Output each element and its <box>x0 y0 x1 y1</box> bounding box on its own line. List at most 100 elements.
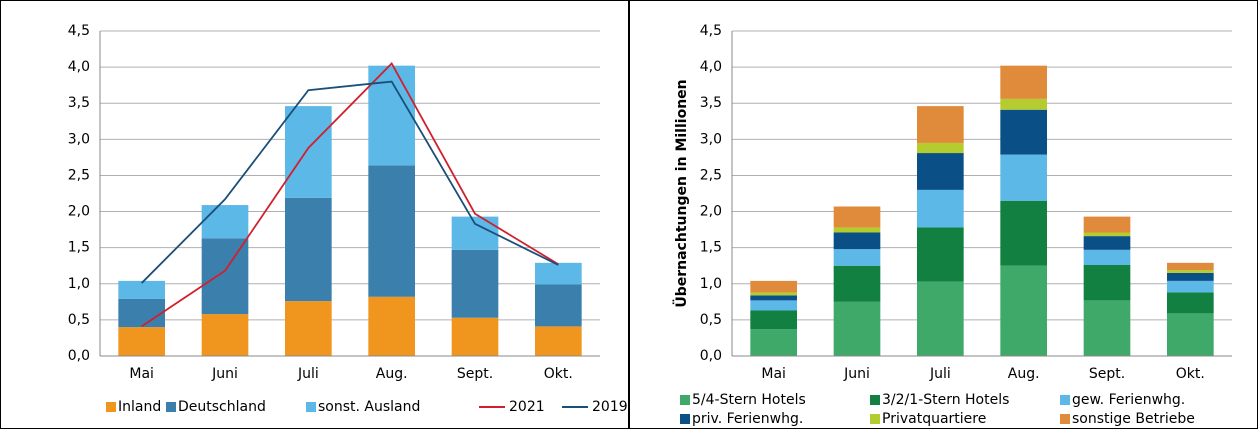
bar-segment <box>201 314 249 356</box>
bar-segment <box>917 153 964 190</box>
bar-segment <box>917 227 964 282</box>
bar-segment <box>118 298 165 328</box>
legend-label: 3/2/1-Stern Hotels <box>882 392 1009 408</box>
y-tick-label: 3,5 <box>700 95 722 111</box>
line-series <box>141 80 559 284</box>
bar-segment <box>535 326 582 356</box>
bar-segment <box>750 292 797 296</box>
x-tick-label: Juli <box>297 366 319 382</box>
bar-segment <box>917 189 964 228</box>
bar-segment <box>535 284 582 327</box>
bar-segment <box>285 197 332 302</box>
bar-segment <box>1083 249 1131 265</box>
bar-segment <box>1167 262 1214 271</box>
x-tick-label: Aug. <box>1008 366 1040 382</box>
legend-label: gew. Ferienwhg. <box>1072 392 1185 408</box>
bar-segment <box>1167 270 1214 273</box>
bar-segment <box>285 301 332 356</box>
y-tick-label: 0,0 <box>68 348 90 364</box>
legend-swatch <box>680 414 690 424</box>
bar-segment <box>118 280 165 299</box>
bar-segment <box>750 300 797 311</box>
bar-segment <box>1167 280 1214 293</box>
legend-label: Privatquartiere <box>882 411 986 427</box>
y-tick-label: 4,5 <box>68 23 90 39</box>
legend-swatch <box>1060 414 1070 424</box>
x-tick-label: Juli <box>929 366 951 382</box>
bar-segment <box>917 142 964 154</box>
x-tick-label: Juni <box>211 366 238 382</box>
bar-segment <box>201 205 249 239</box>
bar-segment <box>1000 98 1047 110</box>
bar-segment <box>368 165 415 297</box>
x-tick-label: Okt. <box>1176 366 1205 382</box>
x-tick-label: Sept. <box>1089 366 1125 382</box>
y-tick-label: 3,5 <box>68 95 90 111</box>
legend-label: 5/4-Stern Hotels <box>692 392 806 408</box>
y-axis-label: Übernachtungen in Millionen <box>672 79 690 307</box>
bar-segment <box>833 227 881 233</box>
y-tick-label: 1,5 <box>700 240 722 256</box>
bar-segment <box>833 206 881 228</box>
x-tick-label: Aug. <box>376 366 408 382</box>
legend-swatch <box>166 402 176 412</box>
legend-swatch <box>870 395 880 405</box>
bar-segment <box>451 216 499 250</box>
legend-label: priv. Ferienwhg. <box>692 411 803 427</box>
bar-segment <box>535 262 582 285</box>
legend-label: sonstige Betriebe <box>1072 411 1195 427</box>
bar-segment <box>1000 200 1047 266</box>
y-tick-label: 4,0 <box>700 59 722 75</box>
legend-swatch <box>680 395 690 405</box>
bar-segment <box>750 310 797 330</box>
y-tick-label: 4,5 <box>700 23 722 39</box>
bar-segment <box>750 295 797 301</box>
bar-segment <box>1000 154 1047 201</box>
y-tick-label: 1,0 <box>700 276 722 292</box>
line-series <box>141 62 559 328</box>
bar-segment <box>1083 216 1131 233</box>
legend-swatch <box>106 402 116 412</box>
y-tick-label: 3,0 <box>700 131 722 147</box>
legend-label: Inland <box>118 399 161 415</box>
bar-segment <box>833 265 881 302</box>
legend-label: Deutschland <box>178 399 266 415</box>
y-tick-label: 1,0 <box>68 276 90 292</box>
legend-label: 2021 <box>509 399 545 415</box>
legend-label: sonst. Ausland <box>318 399 420 415</box>
bar-segment <box>833 301 881 356</box>
bar-segment <box>451 249 499 318</box>
y-tick-label: 4,0 <box>68 59 90 75</box>
bar-segment <box>1083 300 1131 356</box>
x-tick-label: Mai <box>761 366 786 382</box>
bar-segment <box>118 327 165 356</box>
bar-segment <box>1083 265 1131 301</box>
legend-label: 2019 <box>592 399 628 415</box>
bar-segment <box>201 238 249 315</box>
legend-swatch <box>306 402 316 412</box>
y-tick-label: 0,5 <box>68 312 90 328</box>
bar-segment <box>1167 292 1214 314</box>
bar-segment <box>368 296 415 356</box>
bar-segment <box>917 281 964 356</box>
bar-segment <box>285 106 332 198</box>
y-tick-label: 2,0 <box>68 204 90 220</box>
x-tick-label: Sept. <box>457 366 493 382</box>
y-tick-label: 2,5 <box>700 167 722 183</box>
bar-segment <box>1000 265 1047 356</box>
y-tick-label: 0,0 <box>700 348 722 364</box>
bar-segment <box>1167 272 1214 281</box>
y-tick-label: 1,5 <box>68 240 90 256</box>
bar-segment <box>1083 236 1131 250</box>
bar-segment <box>833 249 881 266</box>
x-tick-label: Okt. <box>544 366 573 382</box>
y-tick-label: 3,0 <box>68 131 90 147</box>
bar-segment <box>750 329 797 356</box>
y-tick-label: 0,5 <box>700 312 722 328</box>
bar-segment <box>917 106 964 143</box>
bar-segment <box>1167 313 1214 356</box>
bar-segment <box>451 317 499 356</box>
legend-swatch <box>1060 395 1070 405</box>
bar-segment <box>750 280 797 293</box>
